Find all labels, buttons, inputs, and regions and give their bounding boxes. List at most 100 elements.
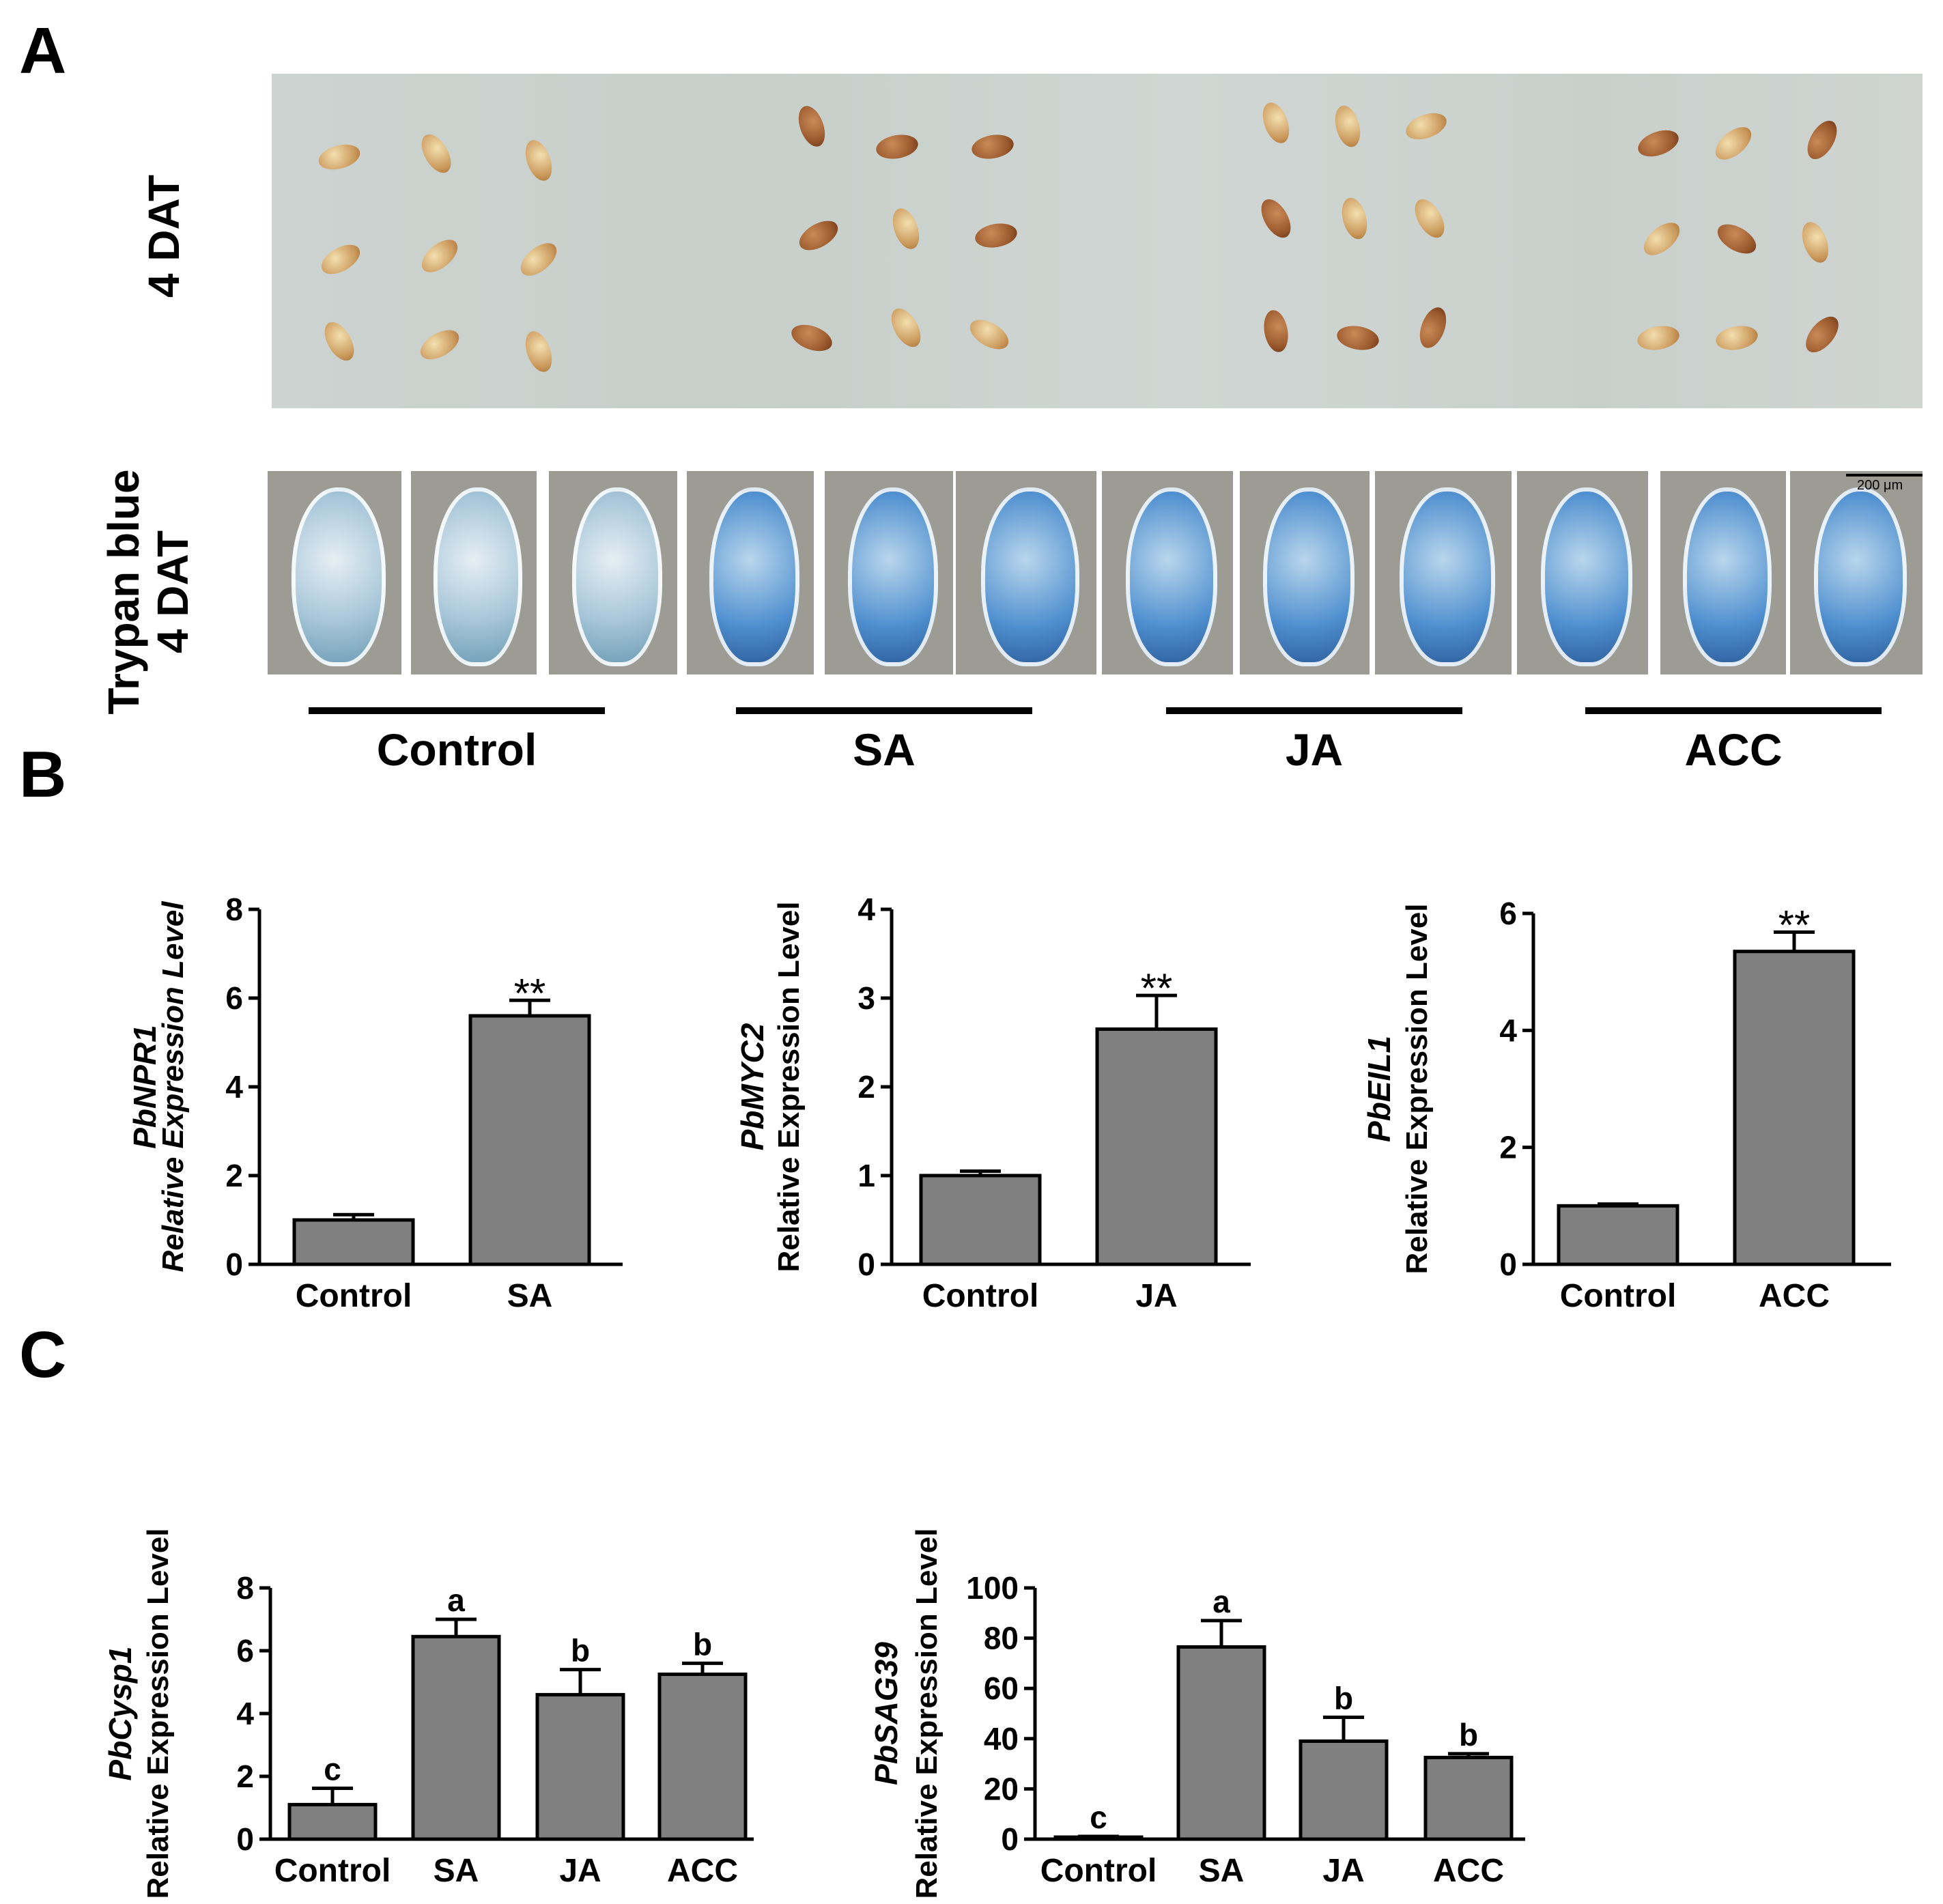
chart-PbEIL1: 0 2 4 6 Control ** ACC PbEIL1 Relative Expressio… bbox=[1361, 896, 1891, 1314]
bar-Control bbox=[1557, 1204, 1679, 1266]
bar-SA bbox=[1176, 1645, 1266, 1841]
y-tick-label: 100 bbox=[966, 1570, 1019, 1606]
y-tick-label: 8 bbox=[225, 892, 243, 927]
embryo bbox=[1400, 487, 1495, 667]
embryo bbox=[1263, 487, 1355, 667]
x-tick-label: JA bbox=[559, 1853, 601, 1889]
group-label-acc: ACC bbox=[1684, 724, 1783, 775]
y-axis-gene-label: PbCysp1 bbox=[102, 1647, 138, 1781]
significance-label: a bbox=[447, 1582, 465, 1618]
significance-label: ** bbox=[514, 970, 546, 1016]
trypan-tile bbox=[549, 471, 677, 674]
y-tick-label: 6 bbox=[225, 980, 243, 1016]
y-tick-label: 4 bbox=[225, 1069, 243, 1105]
x-tick-label: Control bbox=[274, 1853, 391, 1889]
trypan-tile bbox=[1102, 471, 1233, 674]
y-axis-label: Relative Expression Level bbox=[141, 1529, 175, 1899]
x-tick-label: JA bbox=[1322, 1853, 1364, 1889]
y-tick-label: 2 bbox=[225, 1158, 243, 1193]
trypan-tile bbox=[1375, 471, 1512, 674]
bar-SA bbox=[411, 1634, 501, 1841]
significance-label: b bbox=[1459, 1717, 1478, 1752]
significance-label: b bbox=[571, 1633, 590, 1668]
bar-JA bbox=[1299, 1739, 1389, 1841]
y-tick-label: 0 bbox=[857, 1247, 875, 1282]
embryo bbox=[981, 487, 1079, 667]
y-tick-label: 40 bbox=[984, 1721, 1019, 1757]
group-bar-ja bbox=[1166, 707, 1462, 714]
y-tick-label: 2 bbox=[857, 1069, 875, 1105]
y-tick-label: 0 bbox=[236, 1821, 254, 1857]
bar-Control bbox=[919, 1174, 1042, 1266]
embryo bbox=[847, 487, 939, 667]
x-tick-label: Control bbox=[296, 1278, 412, 1314]
group-bar-sa bbox=[736, 707, 1032, 714]
x-tick-label: SA bbox=[434, 1853, 479, 1889]
x-tick-label: SA bbox=[507, 1278, 553, 1314]
y-tick-label: 0 bbox=[1499, 1247, 1517, 1282]
embryo bbox=[292, 487, 386, 667]
scale-bar bbox=[1846, 474, 1923, 477]
bar-Control bbox=[292, 1218, 415, 1266]
significance-label: c bbox=[1090, 1800, 1107, 1835]
trypan-tile bbox=[1240, 471, 1370, 674]
chart-PbMYC2: 0 1 2 3 4 Control ** JA PbMYC2 Relative Expressio… bbox=[735, 892, 1251, 1314]
chart-PbSAG39: 0 20 40 60 80 100 c Control a SA b JA b ACC PbSAG39 Rel… bbox=[868, 1529, 1525, 1899]
y-tick-label: 4 bbox=[236, 1696, 254, 1731]
trypan-tile bbox=[1790, 471, 1923, 674]
embryo bbox=[1813, 487, 1907, 667]
group-bar-control bbox=[309, 707, 605, 714]
y-axis-gene-label: PbSAG39 bbox=[868, 1642, 904, 1785]
embryo bbox=[434, 487, 522, 667]
y-axis-gene-label: PbEIL1 bbox=[1361, 1036, 1397, 1142]
y-axis-label: Relative Expression Level bbox=[772, 902, 806, 1273]
panel-letter-a: A bbox=[19, 14, 67, 87]
x-tick-label: ACC bbox=[667, 1853, 738, 1889]
y-tick-label: 3 bbox=[857, 980, 875, 1016]
significance-label: ** bbox=[1141, 965, 1173, 1011]
bar-ACC bbox=[1733, 950, 1856, 1266]
x-tick-label: Control bbox=[1560, 1278, 1677, 1314]
x-tick-label: Control bbox=[922, 1278, 1039, 1314]
x-tick-label: Control bbox=[1040, 1853, 1157, 1889]
y-axis-label: Relative Expression Level bbox=[910, 1529, 944, 1899]
y-tick-label: 60 bbox=[984, 1671, 1019, 1706]
bar-SA bbox=[468, 1014, 591, 1266]
bar-JA bbox=[535, 1692, 625, 1841]
significance-label: c bbox=[324, 1751, 341, 1787]
y-tick-label: 0 bbox=[1001, 1821, 1019, 1857]
trypan-tile bbox=[956, 471, 1096, 674]
y-tick-label: 1 bbox=[857, 1158, 875, 1193]
significance-label: ** bbox=[1778, 902, 1811, 948]
embryo bbox=[709, 487, 799, 667]
trypan-tile bbox=[1660, 471, 1786, 674]
y-tick-label: 2 bbox=[1499, 1130, 1517, 1165]
trypan-tile bbox=[411, 471, 537, 674]
trypan-tile bbox=[825, 471, 953, 674]
trypan-tile bbox=[1517, 471, 1648, 674]
significance-label: b bbox=[1334, 1681, 1353, 1716]
panel-letter-c: C bbox=[19, 1318, 67, 1391]
x-tick-label: JA bbox=[1135, 1278, 1177, 1314]
panel-letter-b: B bbox=[19, 738, 67, 811]
bar-ACC bbox=[1423, 1755, 1514, 1841]
embryo bbox=[571, 487, 663, 667]
trypan-tile bbox=[687, 471, 814, 674]
trypan-tile bbox=[268, 471, 401, 674]
group-bar-acc bbox=[1585, 707, 1882, 714]
x-tick-label: ACC bbox=[1759, 1278, 1830, 1314]
chart-PbCysp1: 0 2 4 6 8 c Control a SA b JA b ACC PbCysp1 Relative E… bbox=[102, 1529, 754, 1899]
seed-photo bbox=[272, 74, 1923, 408]
scale-bar-label: 200 μm bbox=[1857, 478, 1903, 493]
y-tick-label: 2 bbox=[236, 1759, 254, 1794]
y-axis-label: Relative Expression Level bbox=[156, 901, 190, 1273]
bar-JA bbox=[1095, 1027, 1218, 1266]
y-axis-gene-label: PbMYC2 bbox=[735, 1023, 770, 1150]
y-tick-label: 4 bbox=[1499, 1012, 1517, 1048]
group-label-control: Control bbox=[376, 724, 537, 775]
bar-Control bbox=[287, 1802, 378, 1841]
y-tick-label: 80 bbox=[984, 1621, 1019, 1656]
